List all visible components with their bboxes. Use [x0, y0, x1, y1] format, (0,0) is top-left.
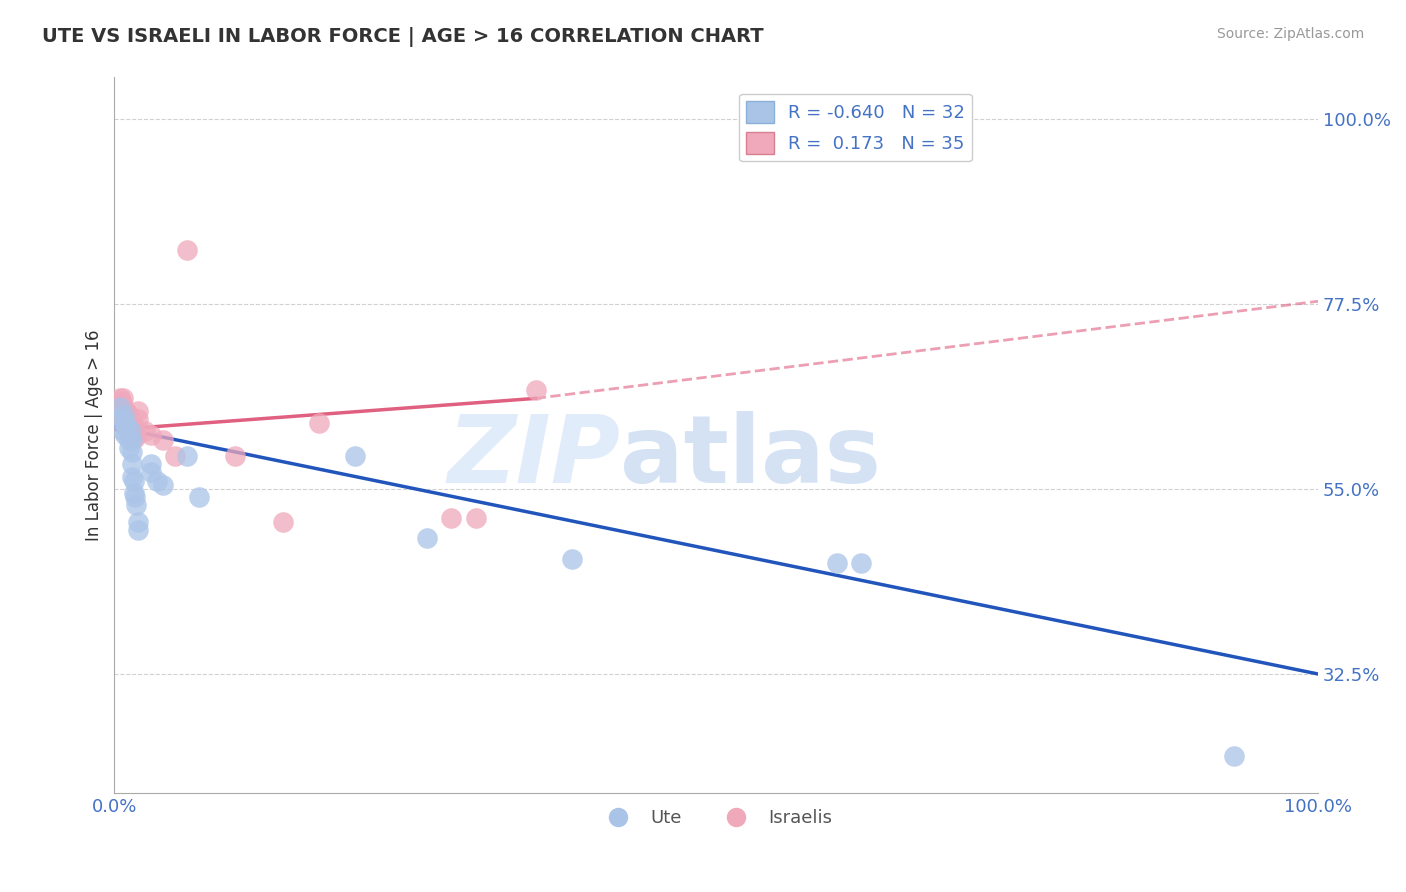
- Point: [145, 474, 167, 488]
- Point: [139, 466, 162, 480]
- Point: [122, 486, 145, 500]
- Point: [125, 428, 148, 442]
- Point: [127, 515, 149, 529]
- Point: [440, 510, 463, 524]
- Point: [110, 400, 132, 414]
- Point: [112, 412, 135, 426]
- Point: [122, 425, 145, 440]
- Point: [120, 424, 142, 438]
- Point: [139, 428, 162, 442]
- Point: [122, 474, 145, 488]
- Point: [344, 449, 367, 463]
- Y-axis label: In Labor Force | Age > 16: In Labor Force | Age > 16: [86, 330, 103, 541]
- Point: [849, 556, 872, 570]
- Legend: Ute, Israelis: Ute, Israelis: [593, 802, 839, 834]
- Point: [152, 477, 174, 491]
- Point: [308, 416, 330, 430]
- Point: [121, 445, 143, 459]
- Point: [1223, 749, 1246, 764]
- Point: [114, 409, 136, 424]
- Point: [271, 515, 294, 529]
- Point: [464, 510, 486, 524]
- Point: [122, 420, 145, 434]
- Point: [112, 408, 135, 422]
- Point: [110, 412, 132, 426]
- Point: [111, 395, 134, 409]
- Point: [152, 433, 174, 447]
- Point: [125, 499, 148, 513]
- Point: [127, 403, 149, 417]
- Point: [118, 408, 141, 422]
- Point: [111, 424, 134, 438]
- Point: [112, 408, 135, 422]
- Point: [120, 412, 142, 426]
- Point: [115, 420, 138, 434]
- Point: [121, 457, 143, 471]
- Point: [111, 403, 134, 417]
- Text: ZIP: ZIP: [447, 411, 620, 503]
- Point: [114, 428, 136, 442]
- Point: [114, 416, 136, 430]
- Point: [416, 531, 439, 545]
- Point: [187, 490, 209, 504]
- Point: [124, 424, 146, 438]
- Point: [224, 449, 246, 463]
- Point: [115, 416, 138, 430]
- Point: [111, 392, 134, 406]
- Point: [139, 457, 162, 471]
- Point: [163, 449, 186, 463]
- Text: atlas: atlas: [620, 411, 882, 503]
- Point: [115, 420, 138, 434]
- Point: [115, 412, 138, 426]
- Point: [124, 490, 146, 504]
- Point: [121, 433, 143, 447]
- Point: [825, 556, 848, 570]
- Point: [115, 403, 138, 417]
- Point: [127, 523, 149, 537]
- Point: [176, 244, 198, 258]
- Text: UTE VS ISRAELI IN LABOR FORCE | AGE > 16 CORRELATION CHART: UTE VS ISRAELI IN LABOR FORCE | AGE > 16…: [42, 27, 763, 46]
- Point: [110, 400, 132, 414]
- Point: [127, 412, 149, 426]
- Point: [561, 551, 583, 566]
- Point: [120, 420, 142, 434]
- Point: [118, 433, 141, 447]
- Point: [121, 416, 143, 430]
- Point: [121, 469, 143, 483]
- Point: [134, 424, 156, 438]
- Point: [118, 441, 141, 455]
- Point: [121, 424, 143, 438]
- Point: [524, 383, 547, 397]
- Point: [176, 449, 198, 463]
- Point: [124, 431, 146, 445]
- Text: Source: ZipAtlas.com: Source: ZipAtlas.com: [1216, 27, 1364, 41]
- Point: [110, 392, 132, 406]
